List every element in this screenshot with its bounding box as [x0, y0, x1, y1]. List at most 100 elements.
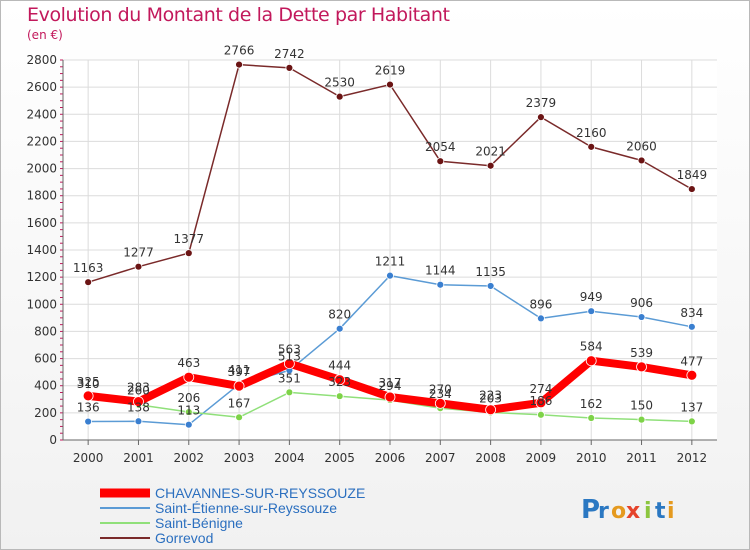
- data-point: [384, 391, 396, 403]
- data-label: 150: [630, 399, 653, 413]
- x-tick-label: 2004: [274, 451, 305, 465]
- data-label: 270: [429, 382, 452, 396]
- data-point: [687, 417, 696, 426]
- data-point: [434, 397, 446, 409]
- data-point: [637, 313, 646, 321]
- data-point: [285, 388, 294, 397]
- data-point: [386, 271, 394, 280]
- x-tick-label: 2011: [626, 451, 657, 465]
- data-label: 325: [77, 375, 100, 389]
- data-label: 584: [580, 340, 603, 354]
- data-label: 138: [127, 400, 150, 414]
- data-labels: 325 283 463 397 563 444 317 270 223 274 584 539 477 1…: [73, 44, 707, 418]
- series: [82, 60, 698, 429]
- data-label: 186: [529, 394, 552, 408]
- data-point: [133, 396, 144, 407]
- data-point: [285, 63, 294, 72]
- data-label: 1163: [73, 261, 104, 275]
- data-label: 949: [580, 290, 603, 304]
- data-label: 563: [278, 343, 301, 357]
- data-label: 162: [580, 397, 603, 411]
- data-point: [485, 404, 497, 416]
- data-label: 906: [630, 296, 653, 310]
- data-label: 1144: [425, 264, 456, 278]
- y-tick-label: 1600: [26, 216, 57, 230]
- data-label: 2060: [626, 139, 657, 153]
- legend: CHAVANNES-SUR-REYSSOUZESaint-Étienne-sur…: [100, 485, 365, 546]
- data-point: [637, 156, 646, 165]
- data-point: [636, 361, 647, 373]
- data-label: 167: [228, 396, 251, 410]
- data-label: 317: [379, 376, 402, 390]
- logo-letter: o: [611, 499, 626, 524]
- y-tick-label: 2200: [26, 134, 57, 148]
- data-label: 896: [529, 297, 552, 311]
- data-point: [84, 278, 93, 287]
- data-point: [585, 355, 597, 367]
- y-tick-label: 1400: [26, 243, 57, 257]
- data-label: 223: [479, 389, 502, 403]
- data-label: 283: [127, 381, 150, 395]
- data-label: 820: [328, 308, 351, 322]
- data-point: [84, 417, 93, 426]
- data-label: 1135: [475, 265, 506, 279]
- data-point: [335, 392, 344, 401]
- legend-label: Saint-Étienne-sur-Reyssouze: [155, 500, 337, 516]
- data-label: 351: [278, 371, 301, 385]
- data-point: [587, 142, 596, 151]
- data-label: 2160: [576, 126, 607, 140]
- data-point: [537, 314, 545, 323]
- x-tick-label: 2009: [526, 451, 557, 465]
- data-label: 2021: [475, 145, 506, 159]
- x-tick-label: 2000: [73, 451, 104, 465]
- data-point: [183, 371, 195, 383]
- data-label: 834: [680, 306, 703, 320]
- data-point: [82, 390, 94, 402]
- data-point: [386, 80, 394, 89]
- logo-letter: t: [655, 499, 666, 524]
- data-label: 463: [177, 356, 200, 370]
- logo-letter: i: [644, 499, 652, 524]
- data-point: [233, 380, 245, 392]
- data-point: [486, 282, 495, 290]
- data-point: [687, 185, 696, 193]
- legend-label: Gorrevod: [155, 530, 213, 546]
- data-label: 294: [379, 379, 402, 393]
- grid: [63, 59, 717, 441]
- data-point: [687, 322, 696, 331]
- chart-unit: (en €): [27, 28, 63, 42]
- logo-letter: i: [667, 499, 675, 524]
- data-label: 513: [278, 349, 301, 363]
- x-tick-label: 2005: [324, 451, 355, 465]
- data-point: [235, 60, 243, 69]
- x-tick-label: 2007: [425, 451, 456, 465]
- chart-title: Evolution du Montant de la Dette par Hab…: [27, 4, 450, 26]
- x-tick-label: 2012: [677, 451, 708, 465]
- data-point: [184, 249, 193, 258]
- data-point: [637, 415, 646, 424]
- data-point: [486, 161, 495, 170]
- y-tick-label: 2400: [26, 107, 57, 121]
- data-label: 113: [177, 404, 200, 418]
- data-point: [283, 358, 295, 369]
- data-label: 397: [228, 365, 251, 379]
- y-tick-label: 2000: [26, 162, 57, 176]
- data-label: 1849: [677, 168, 708, 182]
- y-tick-label: 1200: [26, 270, 57, 284]
- legend-label: CHAVANNES-SUR-REYSSOUZE: [155, 485, 365, 501]
- logo-letter: P: [581, 495, 600, 525]
- data-label: 274: [529, 382, 552, 396]
- data-point: [235, 413, 243, 422]
- data-point: [587, 307, 596, 316]
- data-label: 260: [127, 384, 150, 398]
- data-label: 411: [228, 363, 251, 377]
- data-label: 539: [630, 346, 653, 360]
- axes: 0 200 400 600 800 1000 1200 1400 1600 1800 2000 220…: [26, 53, 717, 465]
- data-label: 2619: [375, 64, 406, 78]
- data-label: 477: [680, 354, 703, 368]
- data-point: [134, 262, 143, 271]
- x-tick-label: 2002: [173, 451, 204, 465]
- x-tick-label: 2003: [224, 451, 255, 465]
- data-label: 2379: [526, 96, 557, 110]
